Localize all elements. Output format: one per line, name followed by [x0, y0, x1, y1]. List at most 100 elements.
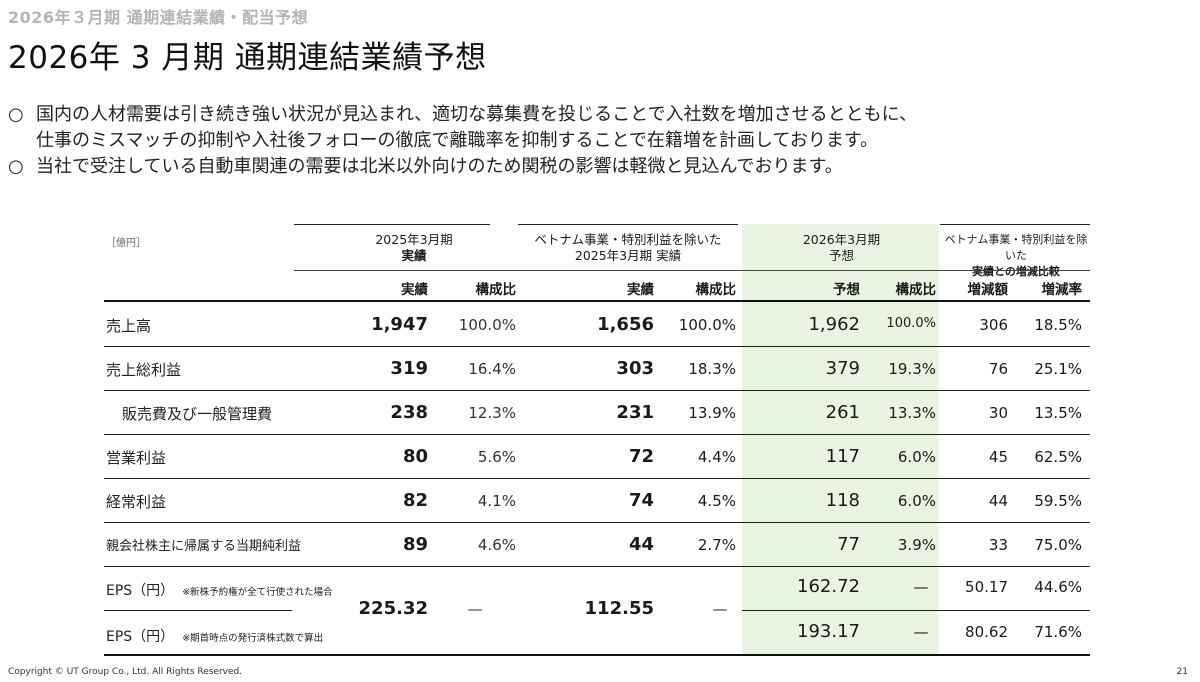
rule	[940, 224, 1090, 225]
actual-value: 82	[402, 490, 428, 511]
row-divider	[104, 478, 1090, 479]
subheader-ratio3: 構成比	[895, 282, 937, 298]
section-kicker: 2026年３月期 通期連結業績・配当予想	[8, 8, 309, 27]
diff-value: 30	[988, 404, 1008, 422]
row-divider	[104, 522, 1090, 523]
rate-value: 13.5%	[1034, 404, 1082, 422]
forecast-table: ［億円］ 2025年3月期 実績 ベトナム事業・特別利益を除いた 2025年3月…	[104, 224, 1090, 656]
actual-excl-value: 1,656	[597, 314, 654, 335]
forecast-value: 118	[825, 490, 860, 511]
rate-value: 25.1%	[1034, 360, 1082, 378]
forecast-ratio: 3.9%	[897, 536, 936, 554]
rule	[104, 566, 1090, 567]
forecast-ratio: 19.3%	[888, 360, 936, 378]
rule	[294, 270, 1090, 271]
eps-label-1: EPS（円） ※新株予約権が全て行使された場合	[106, 583, 333, 599]
eps-actual-excl: 112.55	[584, 598, 654, 619]
actual-ratio: 16.4%	[468, 360, 516, 378]
rate-value: 18.5%	[1034, 316, 1082, 334]
actual-value: 1,947	[371, 314, 428, 335]
rule	[742, 610, 1090, 611]
bullet-circle-icon: ○	[8, 104, 24, 125]
actual-excl-ratio: 13.9%	[688, 404, 736, 422]
bullet-text: 国内の人材需要は引き続き強い状況が見込まれ、適切な募集費を投じることで入社数を増…	[36, 104, 918, 151]
forecast-column-highlight	[742, 224, 939, 656]
actual-value: 89	[402, 534, 428, 555]
diff-value: 306	[979, 316, 1008, 334]
actual-value: 80	[402, 446, 428, 467]
actual-ratio: 4.6%	[477, 536, 516, 554]
rule	[104, 654, 1090, 656]
forecast-value: 117	[825, 446, 860, 467]
subheader-forecast: 予想	[833, 282, 860, 298]
group-header-compare: ベトナム事業・特別利益を除いた 実績との増減比較	[944, 233, 1088, 278]
actual-ratio: 4.1%	[477, 492, 516, 510]
page-number: 21	[1176, 667, 1188, 677]
subheader-diff: 増減額	[967, 282, 1009, 298]
actual-excl-ratio: 100.0%	[678, 316, 736, 334]
eps-forecast-ratio-2: —	[913, 623, 929, 641]
forecast-value: 379	[825, 358, 860, 379]
actual-excl-ratio: 4.5%	[697, 492, 736, 510]
row-label: 営業利益	[106, 449, 167, 467]
forecast-ratio: 6.0%	[897, 492, 936, 510]
actual-ratio: 100.0%	[458, 316, 516, 334]
subheader-ratio2: 構成比	[695, 282, 737, 298]
eps-actual: 225.32	[358, 598, 428, 619]
rate-value: 59.5%	[1034, 492, 1082, 510]
row-divider	[104, 390, 1090, 391]
actual-excl-ratio: 18.3%	[688, 360, 736, 378]
rate-value: 75.0%	[1034, 536, 1082, 554]
actual-excl-ratio: 2.7%	[697, 536, 736, 554]
rule	[518, 224, 738, 225]
diff-value: 45	[988, 448, 1008, 466]
forecast-value: 77	[837, 534, 860, 555]
row-label: 親会社株主に帰属する当期純利益	[106, 539, 302, 554]
forecast-ratio: 100.0%	[886, 316, 936, 331]
diff-value: 44	[988, 492, 1008, 510]
group-header-fy2025: 2025年3月期 実績	[375, 232, 453, 263]
forecast-ratio: 6.0%	[897, 448, 936, 466]
actual-excl-value: 303	[616, 358, 654, 379]
forecast-value: 1,962	[808, 314, 860, 335]
copyright: Copyright © UT Group Co., Ltd. All Right…	[8, 667, 243, 677]
row-label: 売上総利益	[106, 361, 182, 379]
subheader-actual2: 実績	[627, 282, 654, 298]
eps-forecast-2: 193.17	[797, 621, 860, 642]
group-header-fy2026: 2026年3月期 予想	[802, 232, 881, 263]
rate-value: 62.5%	[1034, 448, 1082, 466]
bullet-list: ○ 国内の人材需要は引き続き強い状況が見込まれ、適切な募集費を投じることで入社数…	[8, 102, 1188, 180]
eps-forecast-ratio-1: —	[913, 578, 929, 596]
eps-label-2: EPS（円） ※期首時点の発行済株式数で算出	[106, 629, 324, 645]
eps-diff-2: 80.62	[965, 623, 1008, 641]
actual-ratio: 12.3%	[468, 404, 516, 422]
rule	[104, 300, 1090, 302]
actual-excl-value: 74	[628, 490, 654, 511]
actual-excl-value: 72	[628, 446, 654, 467]
diff-value: 76	[988, 360, 1008, 378]
eps-diff-1: 50.17	[965, 578, 1008, 596]
forecast-ratio: 13.3%	[888, 404, 936, 422]
subheader-actual: 実績	[401, 282, 428, 298]
subheader-rate: 増減率	[1041, 282, 1083, 298]
row-divider	[104, 346, 1090, 347]
rule	[294, 224, 490, 225]
page-title: 2026年 3 月期 通期連結業績予想	[8, 40, 487, 76]
bullet-item: ○ 国内の人材需要は引き続き強い状況が見込まれ、適切な募集費を投じることで入社数…	[8, 102, 1188, 154]
row-label: 経常利益	[106, 493, 167, 511]
rule	[104, 610, 292, 611]
actual-ratio: 5.6%	[477, 448, 516, 466]
actual-excl-value: 231	[616, 402, 654, 423]
group-header-excl: ベトナム事業・特別利益を除いた 2025年3月期 実績	[534, 232, 722, 263]
row-label: 販売費及び一般管理費	[122, 405, 273, 423]
eps-forecast-1: 162.72	[797, 576, 860, 597]
eps-rate-2: 71.6%	[1034, 623, 1082, 641]
eps-ratio-excl: —	[712, 600, 728, 618]
eps-rate-1: 44.6%	[1034, 578, 1082, 596]
diff-value: 33	[988, 536, 1008, 554]
forecast-value: 261	[825, 402, 860, 423]
actual-excl-ratio: 4.4%	[697, 448, 736, 466]
bullet-text: 当社で受注している自動車関連の需要は北米以外向けのため関税の影響は軽微と見込んで…	[36, 156, 843, 177]
subheader-ratio: 構成比	[475, 282, 517, 298]
actual-value: 238	[390, 402, 428, 423]
